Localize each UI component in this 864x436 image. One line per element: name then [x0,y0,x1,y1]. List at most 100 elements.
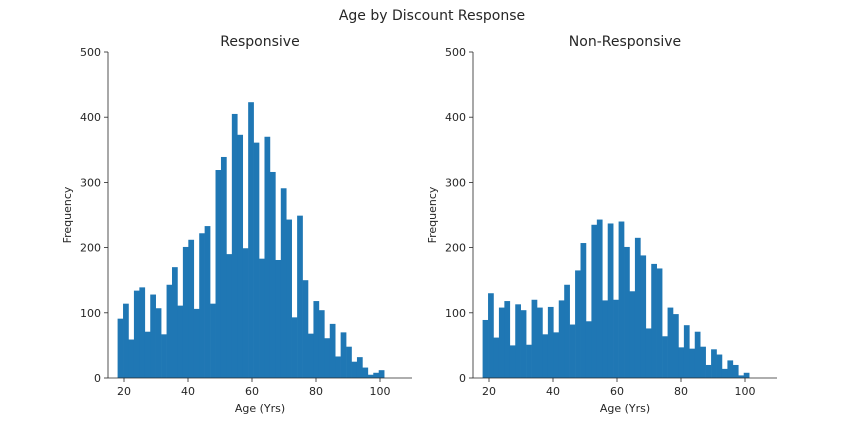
histogram-bar [673,314,679,378]
histogram-bar [172,267,178,378]
x-tick-label: 40 [181,385,195,398]
histogram-bar [133,290,140,378]
histogram-bar [564,284,570,378]
histogram-bar [242,248,249,378]
histogram-bar [155,308,162,378]
y-tick-label: 400 [80,111,101,124]
histogram-bar [362,367,369,378]
histogram-bar [618,221,625,378]
histogram-bar [537,307,543,378]
histogram-bar [248,102,254,378]
x-tick-label: 20 [482,385,496,398]
histogram-bar [602,300,609,378]
histogram-bar [629,291,636,378]
histogram-bar [683,325,690,378]
histogram-bar [269,171,276,378]
figure-title: Age by Discount Response [339,8,525,24]
histogram-bar [324,338,331,378]
y-tick-label: 300 [80,176,101,189]
x-tick-label: 80 [674,385,688,398]
histogram-bar [743,372,750,378]
histogram-bar [215,170,222,378]
subplot-title: Responsive [220,34,299,50]
histogram-bar [542,334,549,378]
histogram-bar [585,321,592,378]
histogram-bar [308,333,314,378]
histogram-bar [128,339,135,378]
histogram-bar [340,332,347,378]
histogram-bar [591,224,598,378]
histogram-bar [515,304,521,378]
histogram-bar [237,134,244,378]
subplot-title: Non-Responsive [569,34,681,50]
histogram-bar [253,142,260,378]
histogram-bar [117,318,124,378]
histogram-bar [177,305,184,378]
histogram-bar [678,347,685,378]
histogram-bar [210,303,216,378]
histogram-bar [651,263,657,378]
histogram-bar [488,293,494,378]
y-tick-label: 500 [445,46,466,59]
histogram-bar [493,337,500,378]
histogram-bar [738,375,745,378]
y-tick-label: 0 [459,372,466,385]
histogram-bar [280,188,287,378]
histogram-bar [318,310,325,378]
histogram-bar [613,299,619,378]
histogram-bar [580,243,587,378]
histogram-bar [302,280,309,378]
histogram-bar [504,301,511,378]
histogram-bar [373,372,380,378]
x-tick-label: 60 [245,385,259,398]
histogram-bar [291,317,298,378]
histogram-bar [204,226,211,378]
histogram-bar [329,323,336,378]
histogram-bar [264,136,271,378]
histogram-bar [482,319,489,378]
histogram-bar [721,368,728,378]
y-tick-label: 100 [80,307,101,320]
y-tick-label: 500 [80,46,101,59]
x-tick-label: 80 [309,385,323,398]
histogram-bar [335,356,341,378]
chart-panel-2: 0 100 200 300 400 500 20 40 60 80 100 Non-Responsiv… [426,34,777,415]
histogram-bar [199,233,205,378]
histogram-bar [656,268,663,378]
histogram-bar [662,336,668,378]
y-axis-label: Frequency [61,186,74,243]
histogram-bar [705,364,712,378]
histogram-bar [346,346,352,378]
histogram-bar [547,306,554,378]
histogram-bar [161,334,167,378]
histogram-bar [575,270,581,378]
histogram-bar [259,258,265,378]
histogram-bar [367,374,374,378]
y-tick-label: 100 [445,307,466,320]
x-axis-label: Age (Yrs) [600,402,650,415]
histogram-bar [123,303,129,378]
histogram-bar [607,223,614,378]
x-tick-label: 20 [117,385,131,398]
x-axis-label: Age (Yrs) [235,402,285,415]
histogram-bar [727,360,734,378]
histogram-bar [166,284,173,378]
y-tick-label: 0 [94,372,101,385]
histogram-bar [144,331,151,378]
histogram-bar [520,310,527,378]
histogram-bar [231,113,238,378]
histogram-bar [139,287,146,378]
x-tick-label: 60 [610,385,624,398]
histogram-bar [150,294,156,378]
histogram-bar [689,348,696,378]
histogram-bar [634,237,641,378]
histogram-bar [356,357,363,378]
chart-panel-1: 0 100 200 300 400 500 20 40 60 80 100 Responsive Age… [61,34,412,415]
histogram-bar [711,349,717,378]
x-tick-label: 100 [735,385,756,398]
histogram-bar [694,331,701,378]
histogram-bar [596,219,603,378]
histogram-bar [732,364,739,378]
